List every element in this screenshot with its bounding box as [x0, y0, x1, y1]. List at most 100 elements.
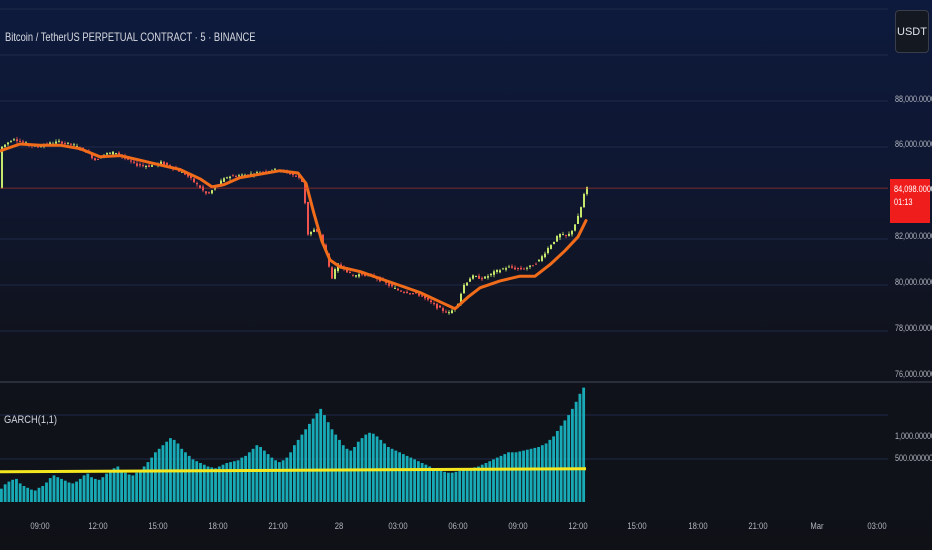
price-axis-label: 88,000.000000 [895, 94, 932, 104]
garch-bar [405, 455, 409, 502]
garch-bar [206, 466, 210, 502]
candle-body [481, 277, 483, 280]
garch-bar [349, 450, 353, 502]
candle-body [229, 176, 231, 179]
candle-body [568, 233, 570, 236]
garch-bar [176, 443, 180, 502]
garch-bar [33, 490, 37, 502]
candle-body [385, 282, 387, 284]
garch-bar [416, 461, 420, 502]
time-axis-label: 15:00 [148, 521, 168, 531]
garch-bar [477, 466, 480, 502]
time-axis-label: 03:00 [388, 521, 408, 531]
time-axis-label: 15:00 [627, 521, 647, 531]
garch-bar [473, 467, 477, 502]
candle-body [64, 143, 66, 145]
garch-bar [510, 452, 514, 502]
price-axis-label: 82,000.000000 [895, 231, 932, 241]
garch-bar [259, 447, 263, 502]
time-axis-label: Mar [810, 521, 824, 531]
garch-bar [578, 393, 582, 502]
garch-bar [499, 455, 503, 502]
garch-bar [199, 463, 202, 502]
garch-bar [146, 462, 150, 502]
garch-bar [210, 467, 214, 502]
candle-body [538, 259, 540, 262]
candle-body [70, 143, 72, 145]
time-axis-label: 12:00 [88, 521, 108, 531]
candle-body [274, 168, 276, 170]
garch-bar [78, 478, 82, 502]
garch-bar [462, 470, 465, 502]
candle-body [91, 154, 93, 159]
garch-bar [116, 466, 120, 502]
garch-bar [570, 408, 574, 502]
garch-bar [63, 480, 67, 502]
garch-bar [458, 471, 462, 502]
candle-body [181, 171, 183, 173]
candle-body [469, 278, 471, 282]
garch-bar [101, 477, 105, 502]
garch-bar [3, 484, 7, 502]
candle-body [583, 194, 585, 208]
candle-body [361, 273, 363, 275]
garch-bar [326, 422, 330, 502]
candle-body [412, 293, 414, 295]
currency-button[interactable]: USDT [895, 10, 929, 53]
candle-body [388, 283, 390, 286]
garch-bar [368, 432, 371, 502]
symbol-title[interactable]: Bitcoin / TetherUS PERPETUAL CONTRACT · … [5, 30, 256, 44]
candle-body [484, 276, 486, 279]
candle-body [295, 175, 297, 177]
garch-bar [293, 445, 296, 502]
price-axis-label: 78,000.000000 [895, 323, 932, 333]
candle-body [541, 256, 543, 261]
price-axis-label: 80,000.000000 [895, 277, 932, 287]
garch-bar [60, 478, 63, 502]
indicator-title[interactable]: GARCH(1,1) [4, 414, 57, 426]
candle-body [142, 165, 144, 167]
garch-bar [195, 461, 199, 502]
garch-bar [507, 452, 510, 502]
garch-bar [67, 482, 71, 502]
candle-body [313, 229, 315, 232]
candle-body [130, 160, 132, 162]
garch-bar [131, 475, 135, 502]
garch-bar [285, 457, 289, 502]
candle-body [430, 300, 432, 303]
candle-body [436, 303, 438, 309]
candle-body [391, 284, 393, 287]
garch-bar [323, 415, 326, 502]
price-candles [1, 136, 588, 315]
candle-body [241, 174, 243, 176]
garch-bar [383, 443, 386, 502]
candle-body [331, 267, 333, 279]
time-axis-label: 09:00 [30, 521, 50, 531]
garch-bar [582, 387, 586, 502]
candle-body [574, 224, 576, 231]
garch-bar [229, 462, 232, 502]
garch-bar [454, 471, 458, 502]
garch-bar [184, 452, 187, 502]
candle-body [187, 173, 189, 177]
candle-body [502, 268, 504, 270]
candle-body [352, 275, 354, 277]
candle-body [508, 266, 510, 268]
candle-body [433, 303, 435, 305]
garch-bar [563, 420, 567, 502]
garch-bar [424, 464, 428, 502]
candle-body [535, 263, 537, 265]
garch-bar [277, 462, 281, 502]
garch-bar [492, 459, 495, 502]
candle-body [505, 268, 507, 270]
garch-bar [304, 429, 308, 502]
garch-bar [394, 450, 398, 502]
candle-body [67, 142, 69, 144]
garch-bar [18, 483, 22, 502]
candle-body [115, 153, 117, 155]
candle-body [166, 162, 168, 165]
garch-bar [484, 463, 488, 502]
candle-body [496, 269, 498, 272]
candle-body [526, 267, 528, 269]
